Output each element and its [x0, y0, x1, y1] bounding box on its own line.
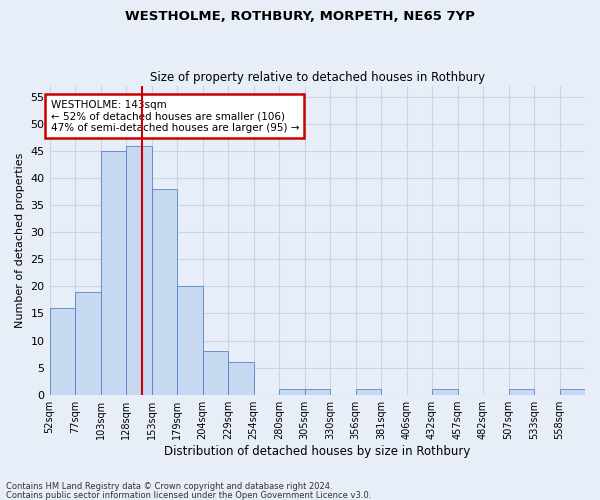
Text: Contains public sector information licensed under the Open Government Licence v3: Contains public sector information licen…	[6, 490, 371, 500]
Bar	[177, 286, 203, 395]
Text: Contains HM Land Registry data © Crown copyright and database right 2024.: Contains HM Land Registry data © Crown c…	[6, 482, 332, 491]
Bar	[126, 146, 152, 394]
Bar	[152, 189, 177, 394]
Bar	[560, 390, 585, 394]
Bar	[509, 390, 534, 394]
Bar	[279, 390, 305, 394]
Bar	[75, 292, 101, 394]
Bar	[101, 151, 126, 394]
X-axis label: Distribution of detached houses by size in Rothbury: Distribution of detached houses by size …	[164, 444, 470, 458]
Text: WESTHOLME: 143sqm
← 52% of detached houses are smaller (106)
47% of semi-detache: WESTHOLME: 143sqm ← 52% of detached hous…	[50, 100, 299, 133]
Bar	[50, 308, 75, 394]
Bar	[432, 390, 458, 394]
Bar	[305, 390, 330, 394]
Text: WESTHOLME, ROTHBURY, MORPETH, NE65 7YP: WESTHOLME, ROTHBURY, MORPETH, NE65 7YP	[125, 10, 475, 23]
Bar	[356, 390, 381, 394]
Y-axis label: Number of detached properties: Number of detached properties	[15, 152, 25, 328]
Title: Size of property relative to detached houses in Rothbury: Size of property relative to detached ho…	[150, 70, 485, 84]
Bar	[203, 352, 228, 395]
Bar	[228, 362, 254, 394]
